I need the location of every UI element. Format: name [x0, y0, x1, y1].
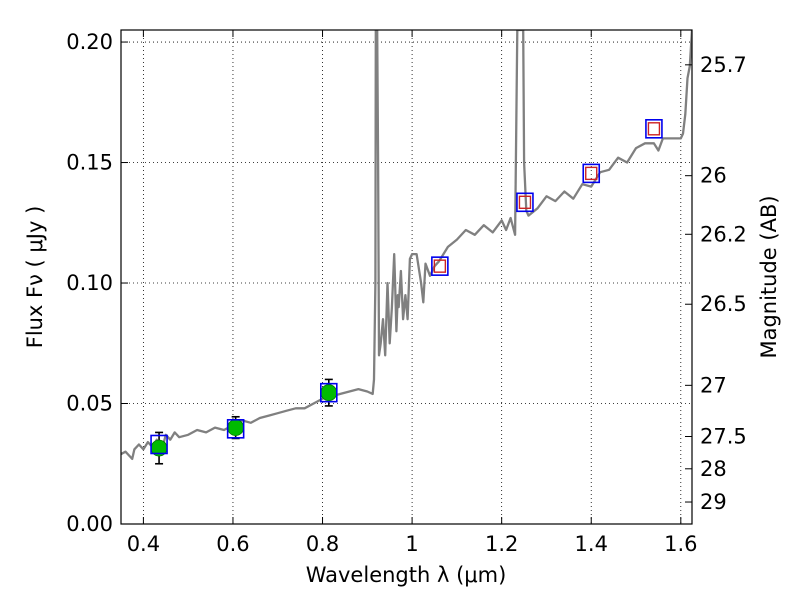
upper-limit-marker [647, 122, 661, 136]
mag-tick-label: 27.5 [700, 425, 747, 449]
model-flux-marker [150, 434, 168, 455]
plot-frame [120, 29, 693, 525]
y-tick-label: 0.00 [66, 512, 113, 536]
upper-limit-marker [433, 259, 447, 273]
mag-tick-label: 26.5 [700, 292, 747, 316]
y-tick-label: 0.20 [66, 30, 113, 54]
plot-area [121, 30, 692, 465]
model-flux-marker [431, 256, 449, 276]
x-axis-label: Wavelength λ (μm) [306, 563, 507, 587]
y-tick-label: 0.05 [66, 392, 113, 416]
observed-flux-point [320, 384, 338, 402]
x-tick-label: 1.4 [575, 532, 608, 556]
upper-limit-marker [585, 166, 598, 181]
right-axis-label: Magnitude (AB) [757, 195, 781, 358]
upper-limit-marker [518, 195, 532, 209]
grid-lines [121, 30, 692, 525]
mag-tick-label: 29 [700, 490, 727, 514]
model-spectrum-line [121, 30, 692, 461]
x-tick-label: 0.6 [216, 532, 249, 556]
x-tick-label: 1 [405, 532, 418, 556]
x-tick-label: 1.2 [485, 532, 518, 556]
y-tick-label: 0.10 [66, 271, 113, 295]
x-tick-label: 0.4 [127, 532, 160, 556]
model-flux-marker [645, 119, 663, 139]
observed-flux-point [227, 419, 245, 437]
y-tick-label: 0.15 [66, 151, 113, 175]
mag-tick-label: 26 [700, 164, 727, 188]
mag-tick-label: 25.7 [700, 53, 747, 77]
axes: 0.4 0.6 0.8 1 1.2 1.4 1.6 0.00 0.05 0.10 0.15 0.20 2… [66, 30, 747, 556]
x-tick-label: 0.8 [306, 532, 339, 556]
model-flux-marker [516, 192, 534, 213]
model-flux-marker [582, 163, 601, 184]
mag-tick-label: 27 [700, 373, 727, 397]
x-tick-label: 1.6 [664, 532, 697, 556]
y-axis-label: Flux Fν ( μJy ) [23, 206, 47, 349]
mag-tick-label: 28 [700, 457, 727, 481]
model-flux-marker [319, 382, 338, 403]
mag-tick-label: 26.2 [700, 222, 747, 246]
model-flux-marker [226, 419, 245, 439]
